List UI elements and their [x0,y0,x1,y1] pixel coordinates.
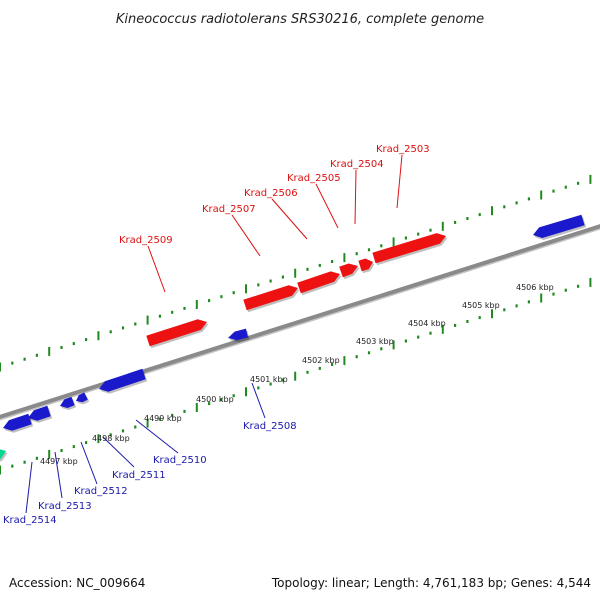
gene-krad-2502[interactable] [533,214,585,238]
gene-label-krad-2508[interactable]: Krad_2508 [243,421,297,432]
leader-krad-2504 [354,169,357,225]
genome-backbone [0,224,600,419]
leader-krad-2508 [251,382,266,419]
gene-label-krad-2512[interactable]: Krad_2512 [74,486,128,497]
gene-krad-2504[interactable] [358,258,373,272]
accession-text: Accession: NC_009664 [9,576,146,590]
leader-krad-2509 [147,245,166,293]
scale-label: 4505 kbp [462,301,500,310]
label-leader-lines [25,154,403,514]
gene-label-krad-2513[interactable]: Krad_2513 [38,501,92,512]
gene-krad-2512[interactable] [60,396,75,408]
gene-partial-left[interactable] [0,449,6,463]
gene-label-krad-2507[interactable]: Krad_2507 [202,204,256,215]
scale-labels: 4497 kbp 4498 kbp 4499 kbp 4500 kbp 4501… [40,283,554,466]
scale-label: 4500 kbp [196,395,234,404]
leader-krad-2505 [315,183,339,229]
gene-krad-2508[interactable] [228,328,249,341]
gene-label-krad-2504[interactable]: Krad_2504 [330,159,384,170]
topology-text: Topology: linear; Length: 4,761,183 bp; … [271,576,591,590]
gene-krad-2511[interactable] [76,392,88,403]
gene-krad-2510[interactable] [99,368,146,392]
gene-krad-2509[interactable] [146,319,207,347]
gene-krad-2513[interactable] [28,405,51,421]
scale-label: 4499 kbp [144,414,182,423]
leader-krad-2513 [54,451,63,499]
scale-label: 4498 kbp [92,434,130,443]
scale-label: 4502 kbp [302,356,340,365]
gene-label-krad-2511[interactable]: Krad_2511 [112,470,166,481]
leader-krad-2506 [271,198,308,240]
scale-label: 4503 kbp [356,337,394,346]
tick-marks [0,174,592,475]
gene-label-krad-2503[interactable]: Krad_2503 [376,144,430,155]
gene-krad-2514[interactable] [3,413,32,431]
scale-label: 4506 kbp [516,283,554,292]
scale-label: 4497 kbp [40,457,78,466]
gene-krad-2505[interactable] [339,263,358,278]
gene-label-krad-2505[interactable]: Krad_2505 [287,173,341,184]
leader-krad-2512 [80,441,98,485]
reverse-gene-labels: Krad_2508 Krad_2510 Krad_2511 Krad_2512 … [3,421,297,526]
map-title: Kineococcus radiotolerans SRS30216, comp… [116,12,484,27]
leader-krad-2510 [135,419,179,454]
gene-features [0,214,587,463]
gene-label-krad-2509[interactable]: Krad_2509 [119,235,173,246]
gene-krad-2507[interactable] [243,285,298,311]
gene-krad-2506[interactable] [297,271,340,294]
leader-krad-2503 [396,154,403,209]
forward-gene-labels: Krad_2509 Krad_2507 Krad_2506 Krad_2505 … [119,144,430,246]
scale-label: 4501 kbp [250,375,288,384]
leader-krad-2511 [102,436,135,468]
leader-krad-2507 [231,214,261,257]
gene-label-krad-2506[interactable]: Krad_2506 [244,188,298,199]
leader-krad-2514 [25,461,33,514]
gene-krad-2503[interactable] [372,233,446,264]
gene-label-krad-2510[interactable]: Krad_2510 [153,455,207,466]
gene-label-krad-2514[interactable]: Krad_2514 [3,515,57,526]
scale-label: 4504 kbp [408,319,446,328]
